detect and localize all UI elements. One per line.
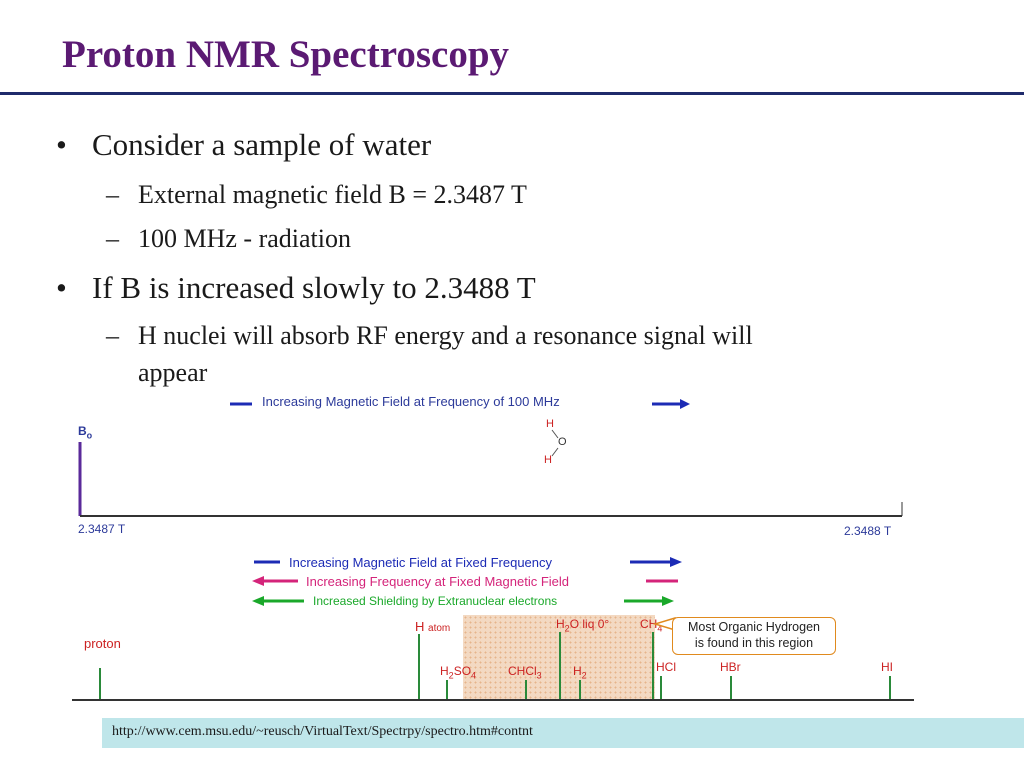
label-hi: HI — [881, 660, 893, 674]
legend-label-shielding: Increased Shielding by Extranuclear elec… — [313, 594, 558, 608]
sub-bullet-2-1: – H nuclei will absorb RF energy and a r… — [106, 321, 753, 351]
label-h2-s1: 2 — [581, 670, 587, 681]
b0-label: Bo — [78, 424, 92, 440]
dash-glyph: – — [106, 224, 119, 253]
right-field-label: 2.3488 T — [844, 524, 892, 538]
label-h2o-s1: 2 — [564, 623, 570, 634]
label-proton: proton — [84, 636, 121, 651]
label-h2so4-b: SO — [453, 664, 472, 678]
bullet-glyph: • — [56, 127, 67, 162]
label-h-atom-sub: atom — [428, 623, 451, 634]
field-axis — [78, 442, 903, 517]
sub-bullet-1-2-text: 100 MHz - radiation — [138, 224, 352, 253]
label-ch4-a: CH — [640, 617, 658, 631]
label-ch4-s1: 4 — [657, 623, 663, 634]
label-chcl3: CHCl3 — [508, 664, 542, 680]
dash-glyph: – — [106, 180, 119, 209]
bullet-1-text: Consider a sample of water — [92, 127, 432, 162]
peak-chcl3 — [525, 680, 527, 699]
label-h2o: H2O liq 0° — [556, 617, 609, 633]
bullet-2: • If B is increased slowly to 2.3488 T — [56, 270, 536, 306]
b0-subscript: o — [86, 430, 93, 441]
label-chcl3-a: CHCl — [508, 664, 537, 678]
water-h-bottom: H — [544, 454, 552, 466]
label-hcl: HCl — [656, 660, 676, 674]
source-url: http://www.cem.msu.edu/~reusch/VirtualTe… — [112, 724, 533, 739]
title-divider — [0, 92, 1024, 95]
organic-hydrogen-region — [463, 615, 655, 700]
sub-bullet-1-1-text: External magnetic field B = 2.3487 T — [138, 180, 527, 209]
dash-glyph: – — [106, 321, 119, 350]
callout-line-1: Most Organic Hydrogen — [687, 620, 820, 634]
label-hbr: HBr — [720, 660, 741, 674]
peak-hi — [889, 676, 891, 699]
label-h2-a: H — [573, 664, 582, 678]
left-field-label: 2.3487 T — [78, 522, 126, 536]
peak-hbr — [730, 676, 732, 699]
peak-hcl — [660, 676, 662, 699]
sub-bullet-1-2: – 100 MHz - radiation — [106, 224, 352, 254]
label-ch4: CH4 — [640, 617, 662, 633]
label-h2o-b: O liq 0° — [569, 617, 610, 631]
peak-ch4 — [652, 632, 654, 699]
peak-h2so4 — [446, 680, 448, 699]
bullet-glyph: • — [56, 270, 67, 305]
legend-arrows — [252, 557, 682, 606]
sub-bullet-2-1-text: H nuclei will absorb RF energy and a res… — [138, 321, 753, 350]
label-h-atom: H atom — [415, 619, 450, 634]
sub-bullet-2-1-cont: appear — [138, 358, 208, 387]
peak-h-atom — [418, 634, 420, 699]
peak-h2 — [579, 680, 581, 699]
label-h2so4-s1: 2 — [448, 670, 454, 681]
label-h2so4: H2SO4 — [440, 664, 476, 680]
top-field-arrow — [230, 399, 690, 409]
label-h2so4-s2: 4 — [471, 670, 477, 681]
peak-proton — [99, 668, 101, 699]
top-arrow-label: Increasing Magnetic Field at Frequency o… — [262, 394, 560, 409]
water-h-top: H — [546, 418, 554, 430]
bullet-1: • Consider a sample of water — [56, 127, 432, 163]
organic-hydrogen-callout: Most Organic Hydrogen is found in this r… — [672, 617, 836, 655]
slide-title: Proton NMR Spectroscopy — [62, 33, 510, 76]
callout-line-2: is found in this region — [694, 636, 814, 650]
legend-label-frequency: Increasing Frequency at Fixed Magnetic F… — [306, 574, 570, 589]
b0-text: B — [78, 424, 87, 438]
source-url-bar: http://www.cem.msu.edu/~reusch/VirtualTe… — [102, 718, 1024, 748]
label-chcl3-s1: 3 — [536, 670, 542, 681]
bullet-2-text: If B is increased slowly to 2.3488 T — [92, 270, 536, 305]
label-h2so4-a: H — [440, 664, 449, 678]
label-h-atom-h: H — [415, 619, 425, 634]
water-bonds — [551, 429, 559, 457]
water-o: O — [558, 436, 567, 448]
sub-bullet-1-1: – External magnetic field B = 2.3487 T — [106, 180, 527, 210]
label-h2: H2 — [573, 664, 587, 680]
label-h2o-a: H — [556, 617, 565, 631]
legend-label-field: Increasing Magnetic Field at Fixed Frequ… — [289, 555, 553, 570]
spectrum-baseline — [72, 699, 914, 701]
peak-h2o — [559, 632, 561, 699]
